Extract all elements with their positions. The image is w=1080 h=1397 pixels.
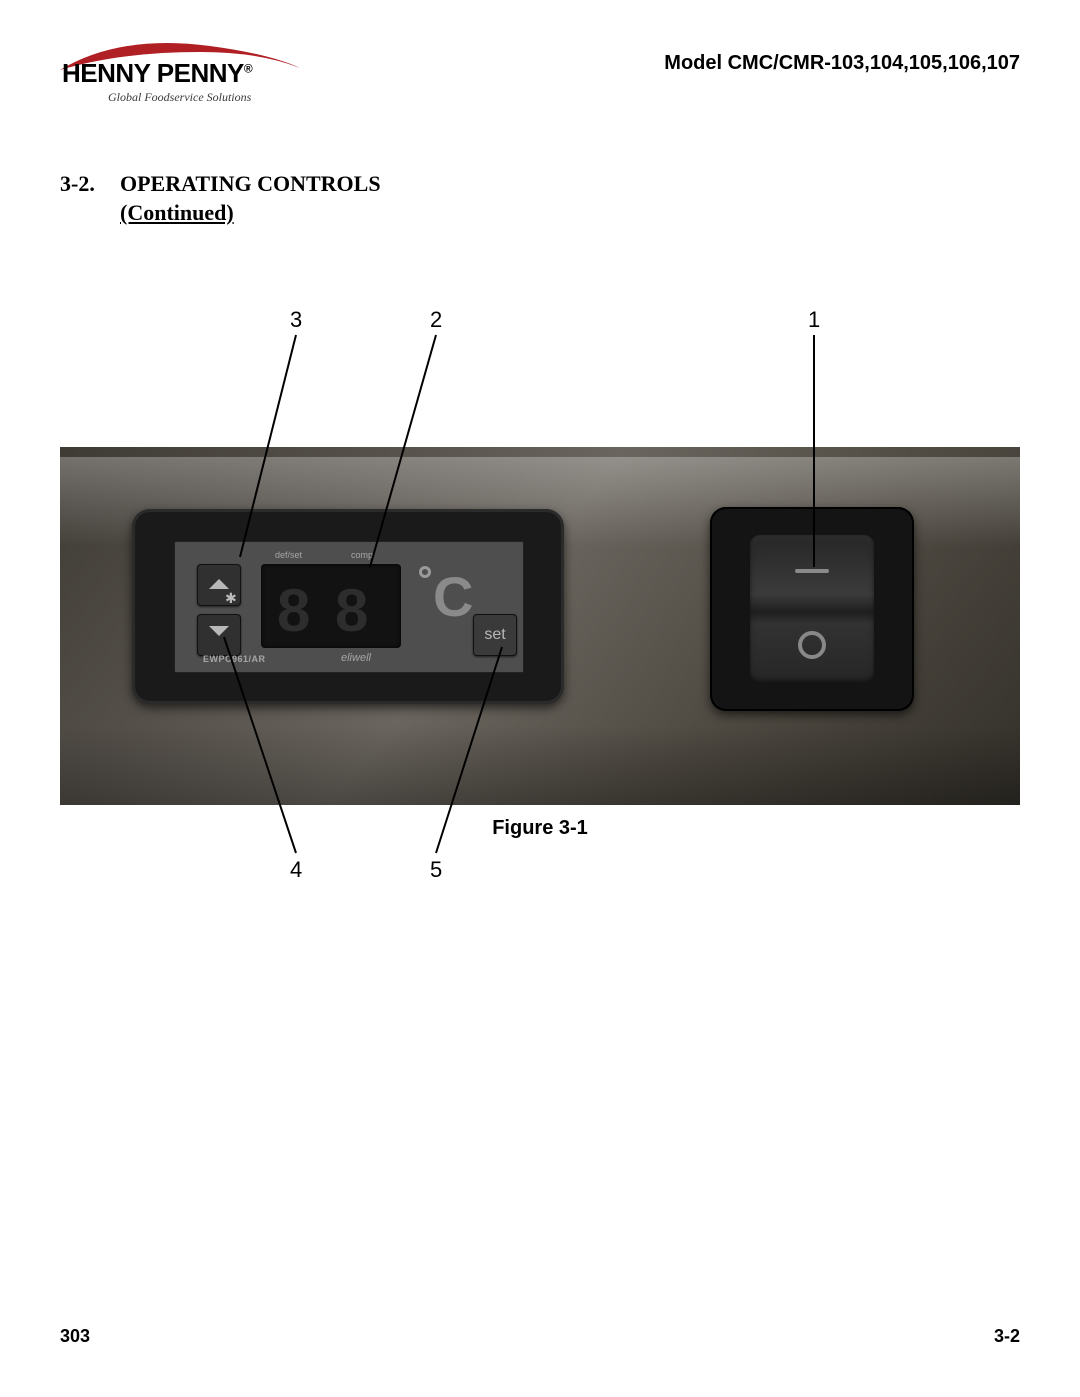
- callout-5: 5: [430, 857, 442, 883]
- brand-tagline: Global Foodservice Solutions: [108, 90, 251, 105]
- photo-shadow: [60, 725, 1020, 805]
- digit-1: 8: [277, 576, 306, 645]
- up-button[interactable]: ✱: [197, 564, 241, 606]
- label-comp: comp: [351, 550, 373, 560]
- controller-model-label: EWPC961/AR: [203, 654, 266, 664]
- page-footer: 303 3-2: [60, 1326, 1020, 1347]
- defrost-icon: ✱: [225, 590, 237, 607]
- chevron-up-icon: ✱: [209, 579, 229, 591]
- controller-brand-label: eliwell: [341, 652, 371, 664]
- down-button[interactable]: [197, 614, 241, 656]
- figure-diagram: 3 2 1 4 5 def/set comp ✱: [60, 267, 1020, 1127]
- section-heading: 3-2.OPERATING CONTROLS (Continued): [60, 170, 1020, 227]
- figure-caption: Figure 3-1: [492, 817, 588, 840]
- footer-left: 303: [60, 1326, 90, 1347]
- brand-logo: HENNY PENNY® Global Foodservice Solution…: [60, 40, 300, 110]
- section-number: 3-2.: [60, 170, 120, 199]
- controller-faceplate: def/set comp ✱: [174, 541, 524, 673]
- temperature-controller: def/set comp ✱: [132, 509, 564, 704]
- callout-2: 2: [430, 307, 442, 333]
- power-switch-bezel: [710, 507, 914, 711]
- section-title-sub: (Continued): [120, 200, 234, 225]
- brand-registered: ®: [244, 61, 252, 75]
- page-header: HENNY PENNY® Global Foodservice Solution…: [60, 40, 1020, 130]
- control-panel-photo: def/set comp ✱: [60, 447, 1020, 805]
- footer-right: 3-2: [994, 1326, 1020, 1347]
- switch-on-mark-icon: [795, 569, 829, 573]
- set-button[interactable]: set: [473, 614, 517, 656]
- callout-4: 4: [290, 857, 302, 883]
- callout-1: 1: [808, 307, 820, 333]
- section-title-main: OPERATING CONTROLS: [120, 171, 381, 196]
- brand-name: HENNY PENNY®: [62, 58, 252, 89]
- digit-2: 8: [335, 576, 364, 645]
- temperature-display: 8 8: [261, 564, 401, 648]
- brand-main-text: HENNY PENNY: [62, 58, 244, 88]
- power-rocker-switch[interactable]: [750, 535, 874, 683]
- label-defset: def/set: [275, 550, 302, 560]
- document-page: HENNY PENNY® Global Foodservice Solution…: [0, 0, 1080, 1397]
- switch-off-mark-icon: [798, 631, 826, 659]
- callout-3: 3: [290, 307, 302, 333]
- model-info: Model CMC/CMR-103,104,105,106,107: [664, 52, 1020, 75]
- chevron-down-icon: [209, 624, 229, 647]
- celsius-unit-icon: C: [423, 572, 479, 628]
